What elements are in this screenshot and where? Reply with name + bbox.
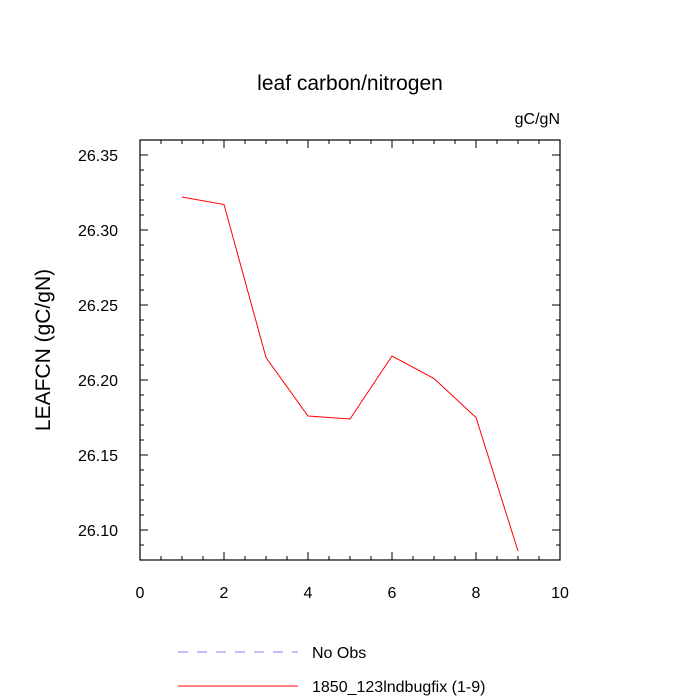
y-tick-label: 26.15 [78, 448, 118, 465]
y-tick-label: 26.25 [78, 298, 118, 315]
x-tick-label: 6 [388, 585, 397, 602]
minor-ticks [140, 139, 560, 561]
x-tick-label: 8 [472, 585, 481, 602]
x-tick-labels: 0 2 4 6 8 10 [136, 585, 569, 602]
x-tick-label: 10 [551, 585, 569, 602]
series-lines [181, 196, 519, 552]
legend: No Obs 1850_123lndbugfix (1-9) [178, 645, 485, 696]
y-tick-label: 26.10 [78, 523, 118, 540]
y-tick-label: 26.20 [78, 373, 118, 390]
legend-label-no-obs: No Obs [312, 645, 366, 662]
y-tick-labels: 26.10 26.15 26.20 26.25 26.30 26.35 [78, 148, 118, 540]
units-label: gC/gN [515, 111, 560, 128]
chart-title: leaf carbon/nitrogen [257, 72, 443, 95]
major-ticks [139, 140, 561, 560]
y-axis-label: LEAFCN (gC/gN) [32, 269, 55, 431]
y-tick-label: 26.35 [78, 148, 118, 165]
legend-label-model: 1850_123lndbugfix (1-9) [312, 679, 485, 696]
series-line-1 [181, 196, 519, 552]
y-tick-label: 26.30 [78, 223, 118, 240]
x-tick-label: 2 [220, 585, 229, 602]
plot-frame [139, 139, 561, 561]
x-tick-label: 0 [136, 585, 145, 602]
x-tick-label: 4 [304, 585, 313, 602]
